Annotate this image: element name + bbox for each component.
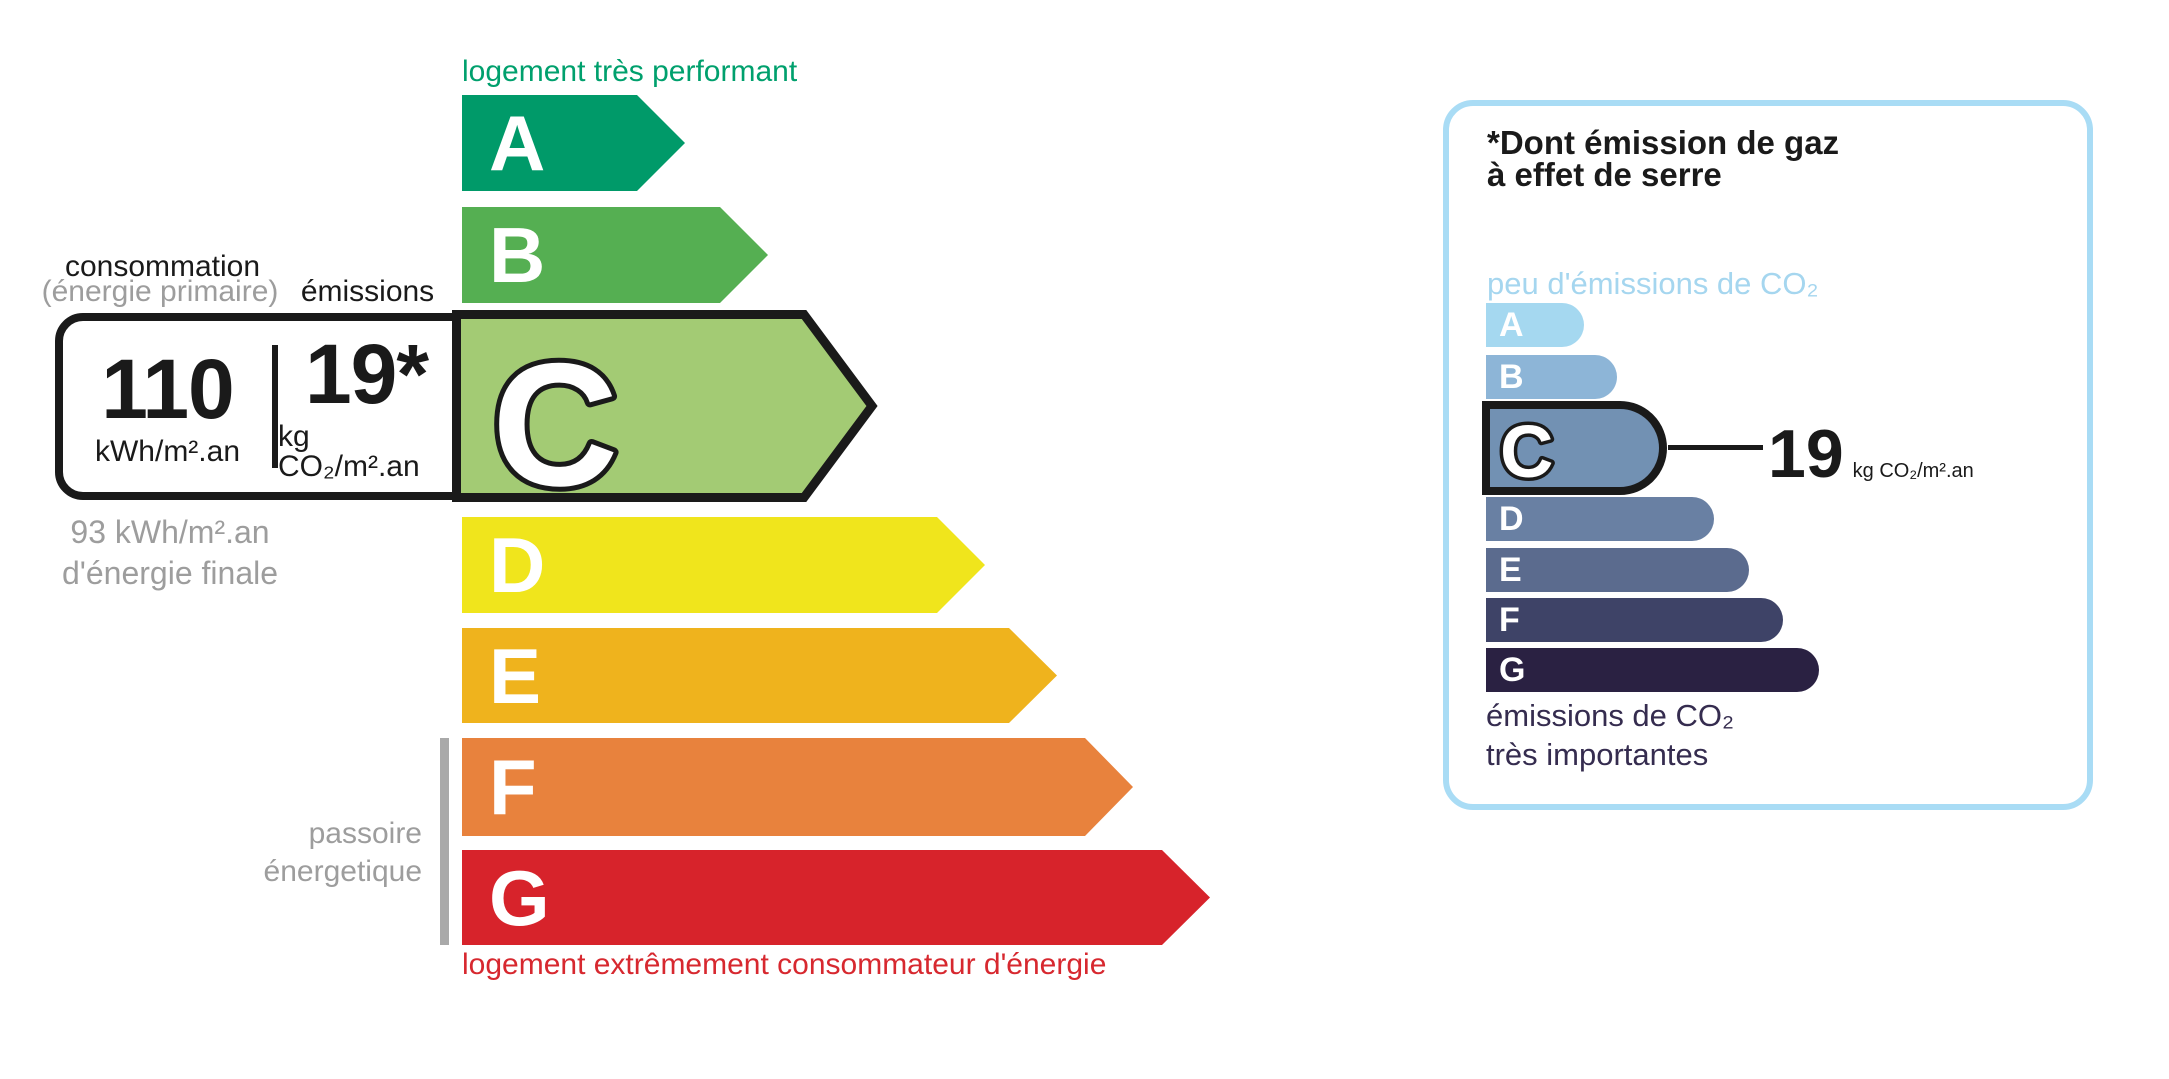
consumption-sublabel: (énergie primaire) xyxy=(41,275,279,308)
co2-class-letter-c: C xyxy=(1500,410,1553,493)
co2-class-bar-c-shape xyxy=(1482,401,1667,495)
energy-class-arrow-c-shape xyxy=(452,310,878,502)
final-energy-note-line1: 93 kWh/m².an xyxy=(70,514,270,550)
co2-high-label-line2: très importantes xyxy=(1486,737,1709,772)
energy-class-arrow-a: A xyxy=(462,95,685,191)
co2-class-bar-a: A xyxy=(1486,303,1584,347)
energy-class-arrow-c: C xyxy=(452,310,878,502)
co2-panel-title-line1: *Dont émission de gaz xyxy=(1487,124,1840,161)
co2-class-bar-d: D xyxy=(1486,497,1714,541)
co2-high-label-line1: émissions de CO₂ xyxy=(1486,698,1735,733)
top-performance-label: logement très performant xyxy=(462,55,798,88)
consumption-label: consommation xyxy=(64,250,261,283)
consumption-unit: kWh/m².an xyxy=(94,434,241,468)
co2-class-letter-e: E xyxy=(1499,551,1522,589)
co2-class-bar-e: E xyxy=(1486,548,1749,592)
energy-class-arrow-e: E xyxy=(462,628,1057,723)
final-energy-note-line2: d'énergie finale xyxy=(61,555,279,591)
energy-sieve-note-line1: passoire xyxy=(308,817,422,850)
energy-class-letter-b: B xyxy=(489,211,546,299)
final-energy-note: 93 kWh/m².an d'énergie finale xyxy=(50,512,290,594)
co2-panel-title-line2: à effet de serre xyxy=(1487,156,1722,193)
co2-value: 19 xyxy=(1768,416,1844,492)
energy-class-letter-f: F xyxy=(489,743,537,831)
score-box-divider xyxy=(272,345,278,468)
energy-sieve-note: passoire énergetique xyxy=(160,815,422,891)
consumption-cell: 110 kWh/m².an xyxy=(63,321,272,492)
energy-class-letter-g: G xyxy=(489,853,550,942)
energy-class-arrow-f: F xyxy=(462,738,1133,836)
co2-class-bar-g: G xyxy=(1486,648,1819,692)
score-box: 110 kWh/m².an 19* kg CO₂/m².an xyxy=(55,313,463,500)
co2-class-letter-g: G xyxy=(1499,651,1526,689)
energy-class-arrow-d: D xyxy=(462,517,985,613)
co2-high-label: émissions de CO₂ très importantes xyxy=(1486,696,1734,774)
co2-class-bar-b: B xyxy=(1486,355,1617,399)
energy-class-arrow-g: G xyxy=(462,850,1210,945)
energy-class-letter-a: A xyxy=(489,99,546,187)
bottom-consumer-label: logement extrêmement consommateur d'éner… xyxy=(462,948,1107,981)
co2-class-letter-f: F xyxy=(1499,601,1520,639)
co2-value-connector-line xyxy=(1668,445,1763,450)
energy-class-letter-c: C xyxy=(492,328,618,502)
co2-class-letter-a: A xyxy=(1499,306,1524,344)
energy-class-letter-d: D xyxy=(489,521,546,609)
energy-class-arrow-b: B xyxy=(462,207,768,303)
co2-value-group: 19 kg CO₂/m².an xyxy=(1768,420,1974,488)
co2-class-letter-b: B xyxy=(1499,358,1524,396)
emissions-value: 19* xyxy=(304,326,429,421)
emissions-unit: kg CO₂/m².an xyxy=(278,419,420,483)
emissions-cell: 19* kg CO₂/m².an xyxy=(278,321,455,492)
energy-class-letter-e: E xyxy=(489,631,542,720)
energy-sieve-note-line2: énergetique xyxy=(263,855,422,888)
co2-class-bar-f: F xyxy=(1486,598,1783,642)
co2-class-letter-d: D xyxy=(1499,500,1524,538)
co2-low-label: peu d'émissions de CO₂ xyxy=(1487,266,1819,301)
emissions-label: émissions xyxy=(300,275,435,308)
energy-sieve-bracket xyxy=(440,738,449,945)
co2-class-bar-c: C xyxy=(1482,401,1667,495)
co2-value-unit: kg CO₂/m².an xyxy=(1852,460,1974,482)
consumption-value: 110 xyxy=(101,341,235,436)
